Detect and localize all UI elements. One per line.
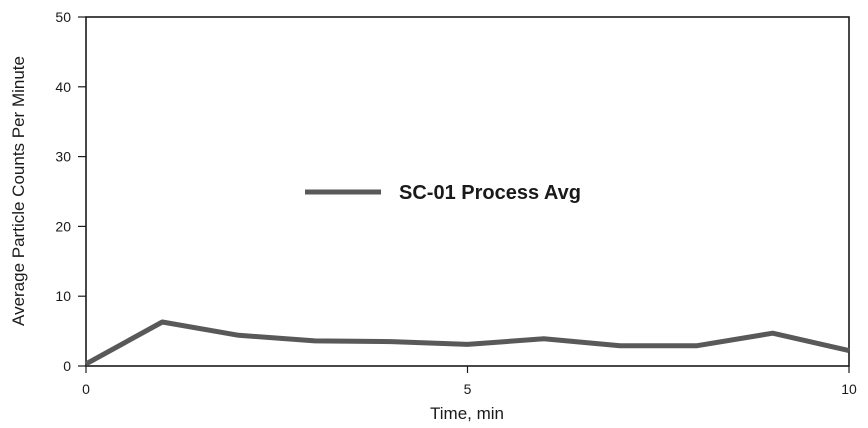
y-tick-label: 10 [55, 288, 71, 304]
y-tick-label: 40 [55, 79, 71, 95]
x-tick-label: 5 [464, 381, 472, 397]
series-line [84, 319, 850, 367]
y-axis-title: Average Particle Counts Per Minute [9, 56, 28, 326]
y-tick-label: 20 [55, 218, 71, 234]
x-axis-title: Time, min [430, 404, 504, 423]
series-layer [84, 319, 850, 367]
y-tick-label: 50 [55, 9, 71, 25]
y-tick-label: 30 [55, 149, 71, 165]
y-axis-ticks: 0 10 20 30 40 50 [55, 9, 86, 374]
y-tick-label: 0 [63, 358, 71, 374]
x-tick-label: 0 [82, 381, 90, 397]
x-axis-ticks: 0 5 10 [82, 366, 857, 397]
legend: SC-01 Process Avg [305, 182, 581, 204]
legend-label: SC-01 Process Avg [399, 182, 581, 204]
x-tick-label: 10 [841, 381, 857, 397]
